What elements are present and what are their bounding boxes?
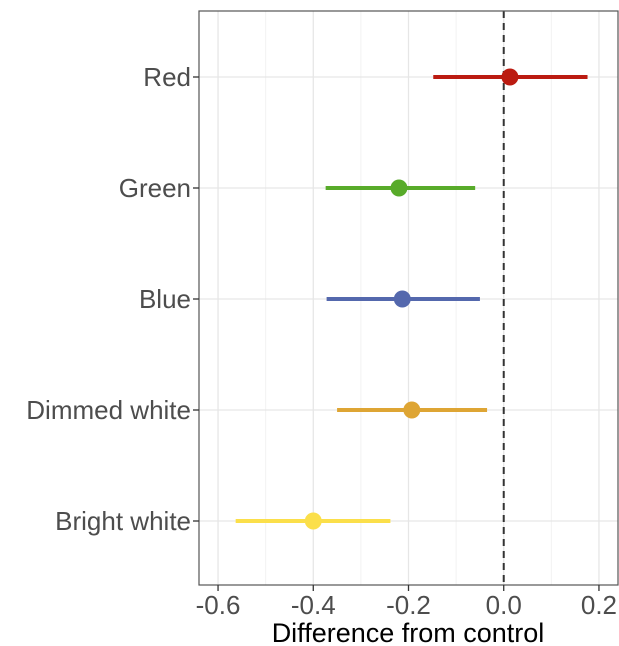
x-tick-label: 0.0 — [486, 590, 522, 620]
point-dimmed-white — [403, 401, 421, 419]
point-bright-white — [304, 512, 322, 530]
y-axis: Red Green Blue Dimmed white Bright white — [26, 62, 199, 536]
point-blue — [393, 290, 411, 308]
y-tick-label-dimmed-white: Dimmed white — [26, 395, 191, 425]
point-green — [390, 179, 408, 197]
y-tick-label-red: Red — [143, 62, 191, 92]
y-tick-label-blue: Blue — [139, 284, 191, 314]
data-marks — [235, 68, 588, 530]
x-tick-label: -0.6 — [196, 590, 241, 620]
x-tick-label: -0.2 — [386, 590, 431, 620]
x-tick-label: 0.2 — [581, 590, 617, 620]
y-tick-label-green: Green — [119, 173, 191, 203]
y-tick-label-bright-white: Bright white — [55, 506, 191, 536]
x-axis: -0.6 -0.4 -0.2 0.0 0.2 — [196, 585, 617, 620]
x-axis-title: Difference from control — [272, 618, 545, 646]
point-red — [501, 68, 519, 86]
x-tick-label: -0.4 — [291, 590, 336, 620]
